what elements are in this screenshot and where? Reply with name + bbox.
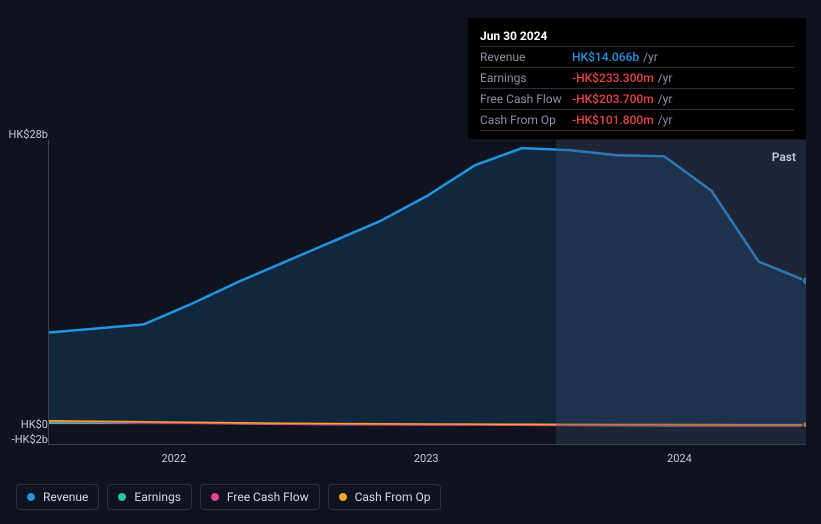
y-axis-zero-label: HK$0 bbox=[8, 418, 48, 431]
tooltip-metric-suffix: /yr bbox=[658, 92, 673, 106]
tooltip-date: Jun 30 2024 bbox=[480, 26, 794, 47]
y-axis-min-label: -HK$2b bbox=[8, 433, 48, 446]
tooltip-metric-value: -HK$101.800m bbox=[572, 113, 654, 127]
x-axis-tick: 2024 bbox=[667, 452, 692, 465]
tooltip-metric-value: -HK$233.300m bbox=[572, 71, 654, 85]
legend: Revenue Earnings Free Cash Flow Cash From O… bbox=[16, 484, 441, 510]
tooltip-row: Free Cash Flow-HK$203.700m/yr bbox=[480, 89, 794, 110]
legend-dot-icon bbox=[27, 493, 35, 501]
past-label: Past bbox=[772, 150, 796, 164]
tooltip-metric-suffix: /yr bbox=[658, 113, 673, 127]
tooltip-metric-label: Cash From Op bbox=[480, 113, 572, 127]
tooltip-metric-suffix: /yr bbox=[658, 71, 673, 85]
chart-area: HK$28b HK$0 -HK$2b Past bbox=[16, 140, 806, 445]
plot-region[interactable]: Past bbox=[48, 140, 806, 445]
x-axis-tick: 2022 bbox=[161, 452, 186, 465]
tooltip-metric-suffix: /yr bbox=[643, 50, 658, 64]
tooltip-metric-label: Free Cash Flow bbox=[480, 92, 572, 106]
hover-band bbox=[556, 140, 806, 444]
x-axis-tick: 2023 bbox=[414, 452, 439, 465]
y-axis-max-label: HK$28b bbox=[8, 128, 48, 141]
legend-item-free-cash-flow[interactable]: Free Cash Flow bbox=[200, 484, 320, 510]
tooltip-row: Earnings-HK$233.300m/yr bbox=[480, 68, 794, 89]
legend-dot-icon bbox=[118, 493, 126, 501]
legend-label: Earnings bbox=[134, 490, 181, 504]
legend-dot-icon bbox=[339, 493, 347, 501]
legend-label: Free Cash Flow bbox=[227, 490, 309, 504]
tooltip-row: RevenueHK$14.066b/yr bbox=[480, 47, 794, 68]
legend-item-revenue[interactable]: Revenue bbox=[16, 484, 99, 510]
tooltip-metric-label: Earnings bbox=[480, 71, 572, 85]
legend-item-cash-from-op[interactable]: Cash From Op bbox=[328, 484, 442, 510]
tooltip-row: Cash From Op-HK$101.800m/yr bbox=[480, 110, 794, 131]
x-axis: 2022 2023 2024 bbox=[48, 452, 806, 468]
legend-label: Revenue bbox=[43, 490, 88, 504]
legend-label: Cash From Op bbox=[355, 490, 431, 504]
chart-tooltip: Jun 30 2024 RevenueHK$14.066b/yrEarnings… bbox=[468, 18, 806, 139]
tooltip-metric-label: Revenue bbox=[480, 50, 572, 64]
legend-item-earnings[interactable]: Earnings bbox=[107, 484, 192, 510]
tooltip-metric-value: HK$14.066b bbox=[572, 50, 639, 64]
legend-dot-icon bbox=[211, 493, 219, 501]
tooltip-metric-value: -HK$203.700m bbox=[572, 92, 654, 106]
